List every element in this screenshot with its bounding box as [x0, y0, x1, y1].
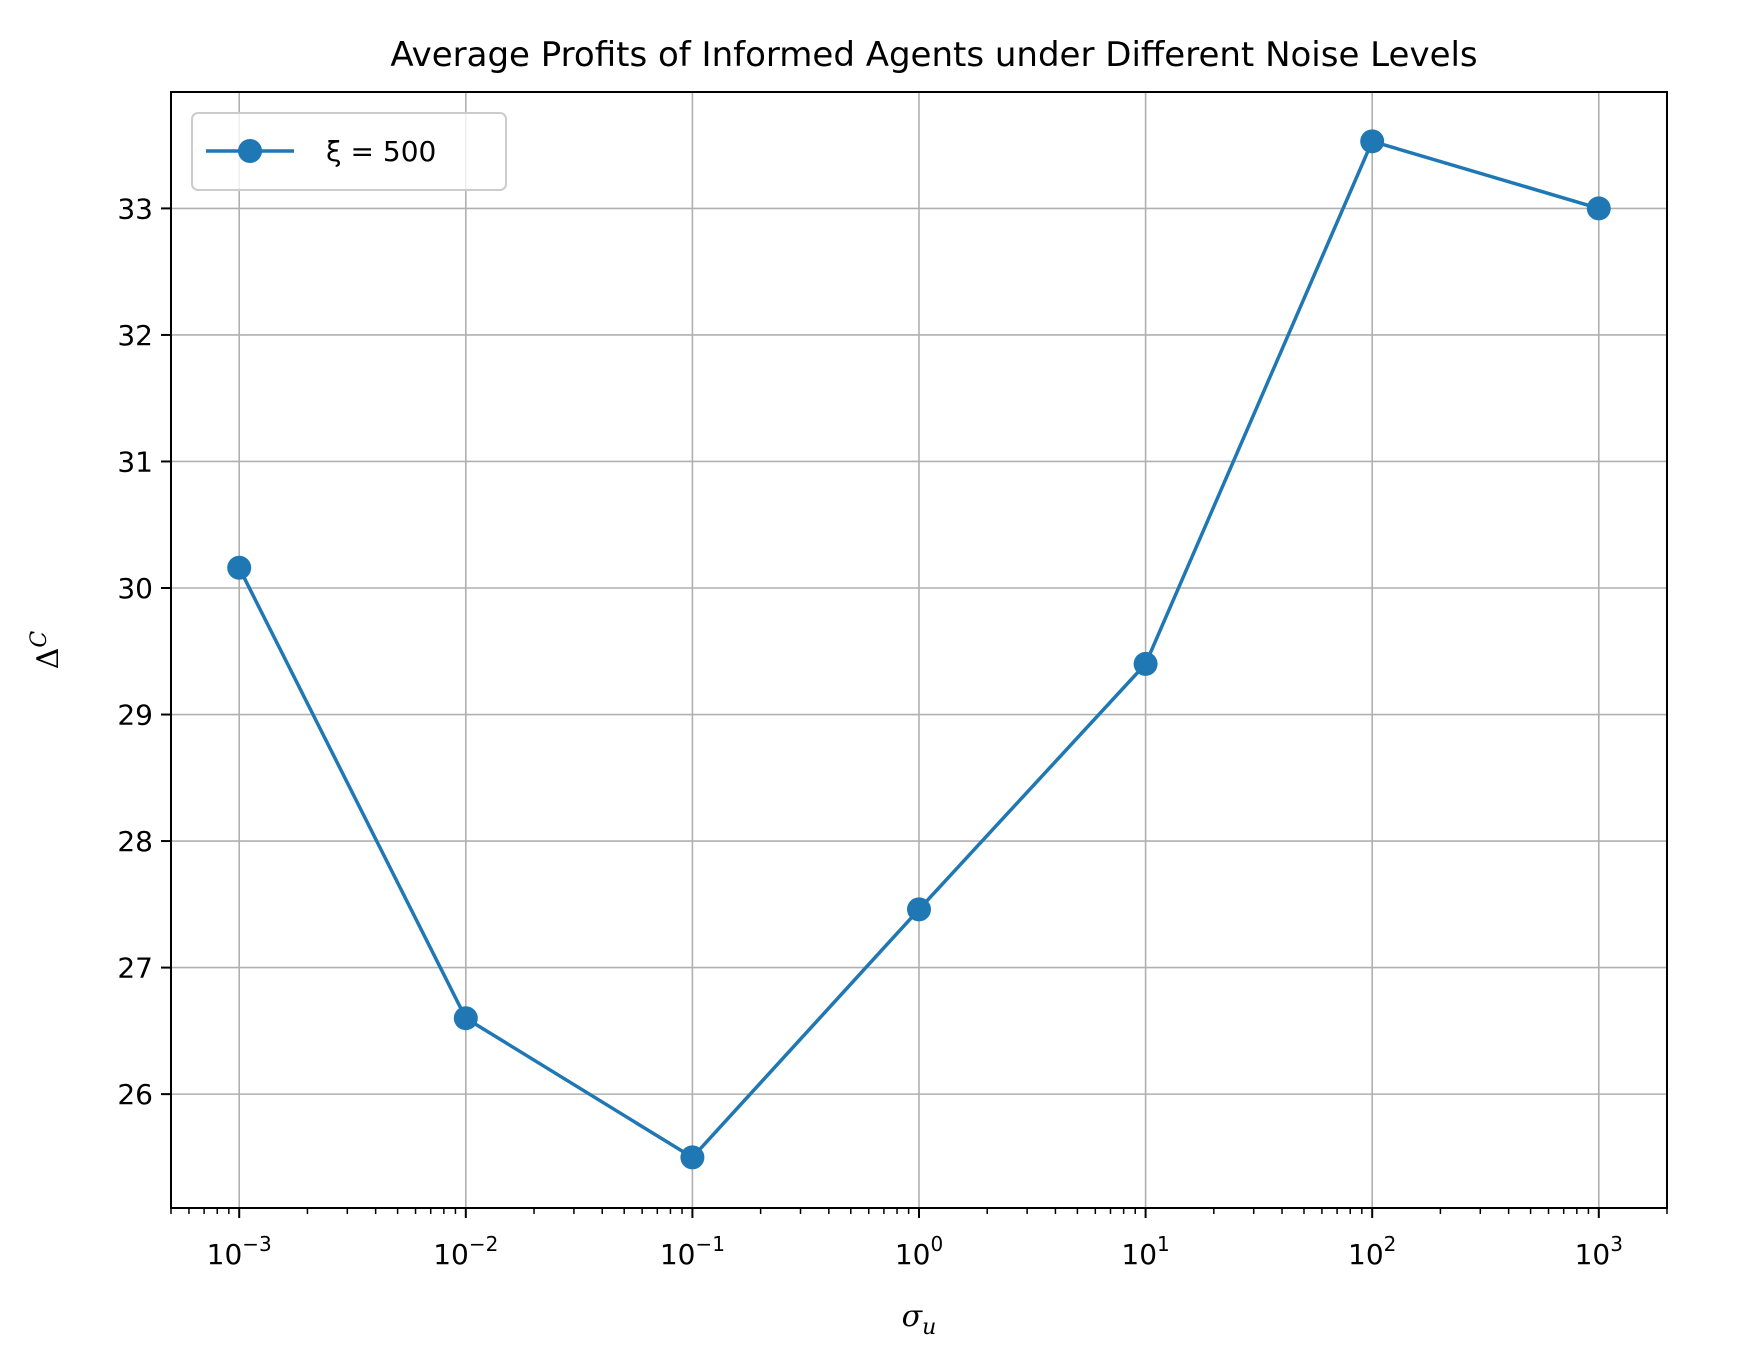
legend: ξ = 500 — [191, 112, 507, 191]
data-point — [1586, 196, 1611, 221]
y-tick-label: 31 — [117, 445, 153, 478]
y-tick-labels: 26 27 28 29 30 31 32 33 — [117, 192, 153, 1111]
x-axis-label: σu — [902, 1299, 937, 1340]
series-layer — [227, 129, 1611, 1170]
plot-area-frame — [170, 91, 1668, 1209]
x-tick-label-base: 10 — [895, 1238, 931, 1271]
x-tick-label: 101 — [1121, 1232, 1169, 1271]
x-tick-label-exponent: 0 — [930, 1232, 943, 1256]
y-axis-label: ΔC — [27, 631, 66, 670]
y-tick-label: 27 — [117, 952, 153, 985]
x-tick-label-base: 10 — [1121, 1238, 1157, 1271]
y-tick-label: 29 — [117, 699, 153, 732]
x-axis-label-base: σ — [902, 1299, 924, 1334]
x-tick-label: 100 — [895, 1232, 943, 1271]
legend-box — [191, 112, 507, 191]
x-tick-label-exponent: 2 — [1384, 1232, 1397, 1256]
y-axis-label-superscript: C — [27, 631, 52, 648]
data-point — [453, 1006, 478, 1031]
legend-entry-label: ξ = 500 — [326, 135, 436, 168]
x-tick-label-exponent: 1 — [1157, 1232, 1170, 1256]
x-tick-label: 103 — [1575, 1232, 1623, 1271]
y-tick-label: 32 — [117, 319, 153, 352]
data-point — [1133, 651, 1158, 676]
x-tick-label-exponent: −1 — [695, 1232, 724, 1256]
data-point — [680, 1145, 705, 1170]
x-tick-labels: 10−3 10−2 10−1 100 101 102 103 — [207, 1232, 1623, 1271]
legend-marker — [238, 139, 262, 163]
grid-lines — [171, 92, 1667, 1208]
x-tick-label: 102 — [1348, 1232, 1396, 1271]
axis-major-ticks — [161, 207, 1600, 1218]
data-point — [907, 897, 931, 922]
x-tick-label: 10−1 — [660, 1232, 725, 1271]
x-tick-label-base: 10 — [207, 1238, 243, 1271]
x-tick-label-exponent: −2 — [469, 1232, 498, 1256]
chart-title: Average Profits of Informed Agents under… — [390, 35, 1477, 75]
x-tick-label-base: 10 — [1575, 1238, 1611, 1271]
x-tick-label: 10−3 — [207, 1232, 272, 1271]
y-tick-label: 30 — [117, 572, 153, 605]
x-tick-label-base: 10 — [1348, 1238, 1384, 1271]
y-tick-label: 28 — [117, 825, 153, 858]
data-point — [227, 555, 252, 580]
data-point — [1360, 129, 1385, 154]
y-tick-label: 26 — [117, 1078, 153, 1111]
x-tick-label-exponent: −3 — [242, 1232, 271, 1256]
x-tick-label: 10−2 — [433, 1232, 498, 1271]
y-axis-label-base: Δ — [31, 648, 66, 670]
y-tick-label: 33 — [117, 192, 153, 225]
x-tick-label-exponent: 3 — [1610, 1232, 1623, 1256]
x-tick-label-base: 10 — [433, 1238, 469, 1271]
x-tick-label-base: 10 — [660, 1238, 696, 1271]
x-axis-label-subscript: u — [922, 1315, 936, 1340]
